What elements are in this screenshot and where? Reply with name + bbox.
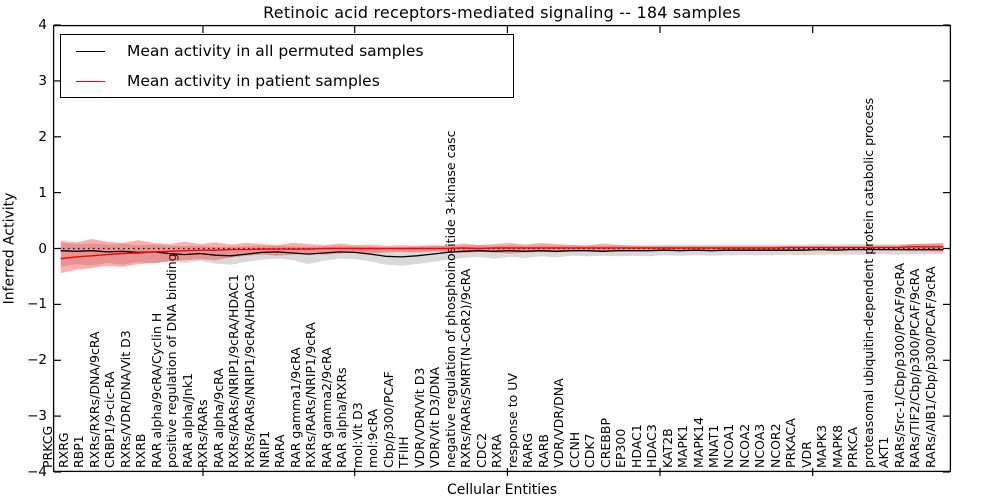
y-tick-label: −4	[27, 464, 47, 480]
x-axis-label: Cellular Entities	[446, 482, 558, 498]
y-tick-label: 1	[38, 184, 47, 201]
legend-entry-patient: Mean activity in patient samples	[61, 67, 513, 95]
y-tick-label: −1	[27, 296, 47, 313]
plot-area	[52, 24, 952, 476]
legend: Mean activity in all permuted samples Me…	[60, 34, 514, 98]
y-tick-label: 3	[38, 72, 47, 89]
y-tick-label: −3	[27, 408, 47, 425]
permuted-line-sample	[76, 50, 105, 52]
plot-svg	[52, 24, 952, 476]
y-axis-label: Inferred Activity	[1, 192, 18, 305]
y-tick-label: 0	[38, 240, 47, 257]
legend-label-patient: Mean activity in patient samples	[127, 72, 380, 90]
y-tick-label: −2	[27, 352, 47, 369]
y-tick-label: 2	[38, 128, 47, 145]
patient-line-sample	[76, 80, 105, 82]
legend-label-permuted: Mean activity in all permuted samples	[127, 42, 424, 60]
chart-title: Retinoic acid receptors-mediated signali…	[263, 3, 741, 22]
legend-entry-permuted: Mean activity in all permuted samples	[61, 37, 513, 65]
y-tick-label: 4	[38, 17, 47, 33]
